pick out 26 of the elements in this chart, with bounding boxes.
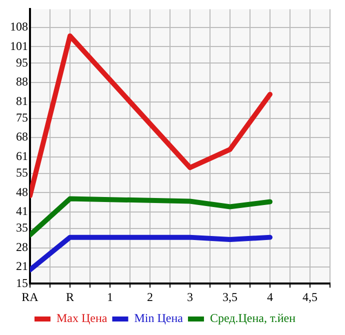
- y-tick-label: 48: [16, 184, 28, 199]
- y-tick-label: 108: [10, 20, 28, 34]
- y-tick-label: 35: [16, 220, 28, 235]
- x-tick-label: 4: [267, 290, 273, 304]
- y-tick-label: 28: [16, 240, 28, 254]
- x-tick-label: 2: [147, 290, 153, 304]
- y-tick-label: 55: [16, 166, 28, 180]
- y-tick-label: 81: [16, 94, 28, 108]
- y-tick-label: 61: [16, 149, 28, 164]
- x-tick-label: 3: [187, 290, 193, 304]
- y-tick-label: 75: [16, 110, 28, 124]
- legend-label: Сред.Цена, т.йен: [210, 311, 296, 326]
- x-tick-label: 1: [107, 290, 113, 304]
- legend-label: Min Цена: [134, 311, 184, 326]
- y-tick-label: 88: [16, 74, 28, 89]
- x-tick-label: 4,5: [302, 290, 318, 304]
- y-tick-label: 21: [16, 259, 28, 274]
- y-tick-label: 68: [16, 130, 28, 144]
- y-tick-label: 101: [10, 38, 28, 53]
- y-tick-label: 41: [16, 204, 28, 218]
- x-tick-label: R: [66, 290, 74, 304]
- y-tick-label: 15: [16, 276, 28, 290]
- legend-label: Max Цена: [56, 311, 108, 326]
- x-tick-label: 3,5: [222, 290, 238, 304]
- y-tick-label: 95: [16, 55, 28, 70]
- x-tick-label: RA: [22, 290, 39, 304]
